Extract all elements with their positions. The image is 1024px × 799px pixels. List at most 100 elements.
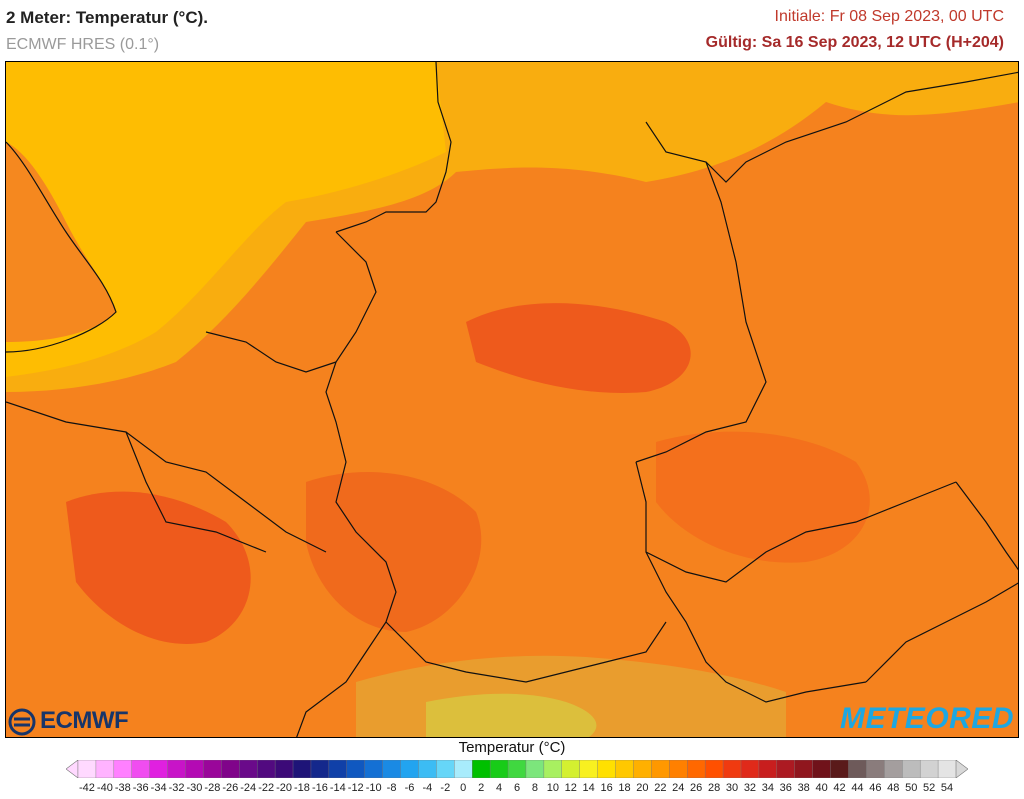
legend-swatch xyxy=(902,760,921,778)
legend-tick-label: 16 xyxy=(600,782,613,794)
legend-tick-label: -30 xyxy=(186,782,203,794)
legend-swatch xyxy=(830,760,849,778)
legend-swatch xyxy=(687,760,706,778)
legend-tick-label: 54 xyxy=(940,782,954,794)
legend-swatch xyxy=(937,760,957,778)
legend-tick-label: -6 xyxy=(404,782,415,794)
legend-tick-label: -36 xyxy=(132,782,149,794)
legend-swatch xyxy=(597,760,617,778)
legend-tick-label: 52 xyxy=(922,782,936,794)
legend-swatch xyxy=(722,760,742,778)
legend-swatch xyxy=(418,760,437,778)
ecmwf-logo: ECMWF xyxy=(8,706,148,738)
legend-tick-label: -20 xyxy=(276,782,292,794)
legend-tick-label: -8 xyxy=(386,782,397,794)
legend-tick-label: -42 xyxy=(79,782,95,794)
legend-swatch xyxy=(704,760,724,778)
legend-tick-label: 2 xyxy=(478,782,485,794)
legend-swatch xyxy=(740,760,760,778)
legend-tick-label: 36 xyxy=(779,782,792,794)
legend-swatch xyxy=(113,760,133,778)
legend-tick-label: 28 xyxy=(707,782,721,794)
legend-swatch xyxy=(221,760,240,778)
legend-tick-label: -18 xyxy=(294,782,310,794)
legend-tick-label: -4 xyxy=(422,782,433,794)
legend-swatch xyxy=(812,760,832,778)
legend-tick-label: 18 xyxy=(618,782,631,794)
legend-swatch xyxy=(651,760,670,778)
legend-swatch xyxy=(328,760,348,778)
legend-swatch xyxy=(346,760,366,778)
legend-tick-label: 8 xyxy=(531,782,538,794)
legend-swatch xyxy=(525,760,545,778)
legend-tick-label: -22 xyxy=(258,782,275,794)
legend-tick-label: 38 xyxy=(797,782,810,794)
legend-swatch xyxy=(579,760,599,778)
legend-tick-label: -10 xyxy=(365,782,382,794)
legend-tick-label: 0 xyxy=(460,782,467,794)
legend-tick-label: 48 xyxy=(887,782,900,794)
legend-tick-label: -28 xyxy=(204,782,221,794)
temperature-map[interactable] xyxy=(5,61,1019,738)
legend-tick-label: 10 xyxy=(546,782,559,794)
model-label: ECMWF HRES (0.1°) xyxy=(6,36,160,53)
map-title: 2 Meter: Temperatur (°C). xyxy=(6,8,209,27)
legend-tick-label: 26 xyxy=(690,782,703,794)
legend-tick-label: 4 xyxy=(496,782,503,794)
legend-swatch xyxy=(633,760,652,778)
legend-swatch xyxy=(256,760,276,778)
legend-swatch xyxy=(167,760,187,778)
legend-swatch xyxy=(185,760,204,778)
legend-swatch xyxy=(884,760,903,778)
legend-tick-label: -24 xyxy=(240,782,257,794)
legend-swatch xyxy=(95,760,115,778)
legend-swatch xyxy=(561,760,581,778)
legend-tick-label: 34 xyxy=(761,782,774,794)
legend-tick-label: 6 xyxy=(513,782,521,794)
legend-swatch xyxy=(77,760,97,778)
meteored-logo: METEORED xyxy=(839,702,1014,735)
sea-region-northwest xyxy=(6,62,446,377)
legend-tick-label: -38 xyxy=(114,782,131,794)
legend-tick-label: -26 xyxy=(222,782,239,794)
legend-swatch xyxy=(866,760,885,778)
legend-tick-label: 32 xyxy=(743,782,757,794)
legend-arrow-right xyxy=(955,760,968,778)
legend-tick-label: -16 xyxy=(311,782,328,794)
legend-title: Temperatur (°C) xyxy=(458,739,566,756)
legend-tick-label: 12 xyxy=(564,782,577,794)
legend-tick-label: 46 xyxy=(869,782,882,794)
alps-peaks xyxy=(426,693,597,737)
warm-region-germany xyxy=(466,303,691,393)
legend-tick-label: 22 xyxy=(654,782,667,794)
legend-swatch xyxy=(292,760,312,778)
legend-tick-label: -14 xyxy=(329,782,346,794)
legend-tick-label: -12 xyxy=(347,782,364,794)
legend-tick-label: 24 xyxy=(672,782,685,794)
legend-swatch xyxy=(472,760,491,778)
warm-region-south xyxy=(306,472,482,632)
legend-swatch xyxy=(543,760,563,778)
legend-swatch xyxy=(436,760,455,778)
valid-time: Gültig: Sa 16 Sep 2023, 12 UTC (H+204) xyxy=(705,34,1004,51)
legend-swatch xyxy=(669,760,688,778)
britain-land xyxy=(6,142,116,342)
legend-swatch xyxy=(274,760,294,778)
legend-tick-label: 40 xyxy=(815,782,828,794)
legend-tick-label: 50 xyxy=(905,782,918,794)
legend-swatch xyxy=(310,760,330,778)
map-canvas xyxy=(6,62,1018,737)
legend-swatch xyxy=(507,760,527,778)
legend-tick-label: -34 xyxy=(150,782,167,794)
legend-tick-label: -32 xyxy=(168,782,185,794)
init-time: Initiale: Fr 08 Sep 2023, 00 UTC xyxy=(774,8,1004,25)
legend-swatch xyxy=(382,760,402,778)
legend-swatch xyxy=(203,760,222,778)
legend-swatch xyxy=(364,760,384,778)
legend-tick-label: 14 xyxy=(582,782,595,794)
legend-tick-label: 30 xyxy=(725,782,739,794)
legend-swatch xyxy=(794,760,814,778)
legend-swatch xyxy=(848,760,867,778)
legend-tick-label: 42 xyxy=(833,782,846,794)
ecmwf-logo-text: ECMWF xyxy=(40,707,129,734)
